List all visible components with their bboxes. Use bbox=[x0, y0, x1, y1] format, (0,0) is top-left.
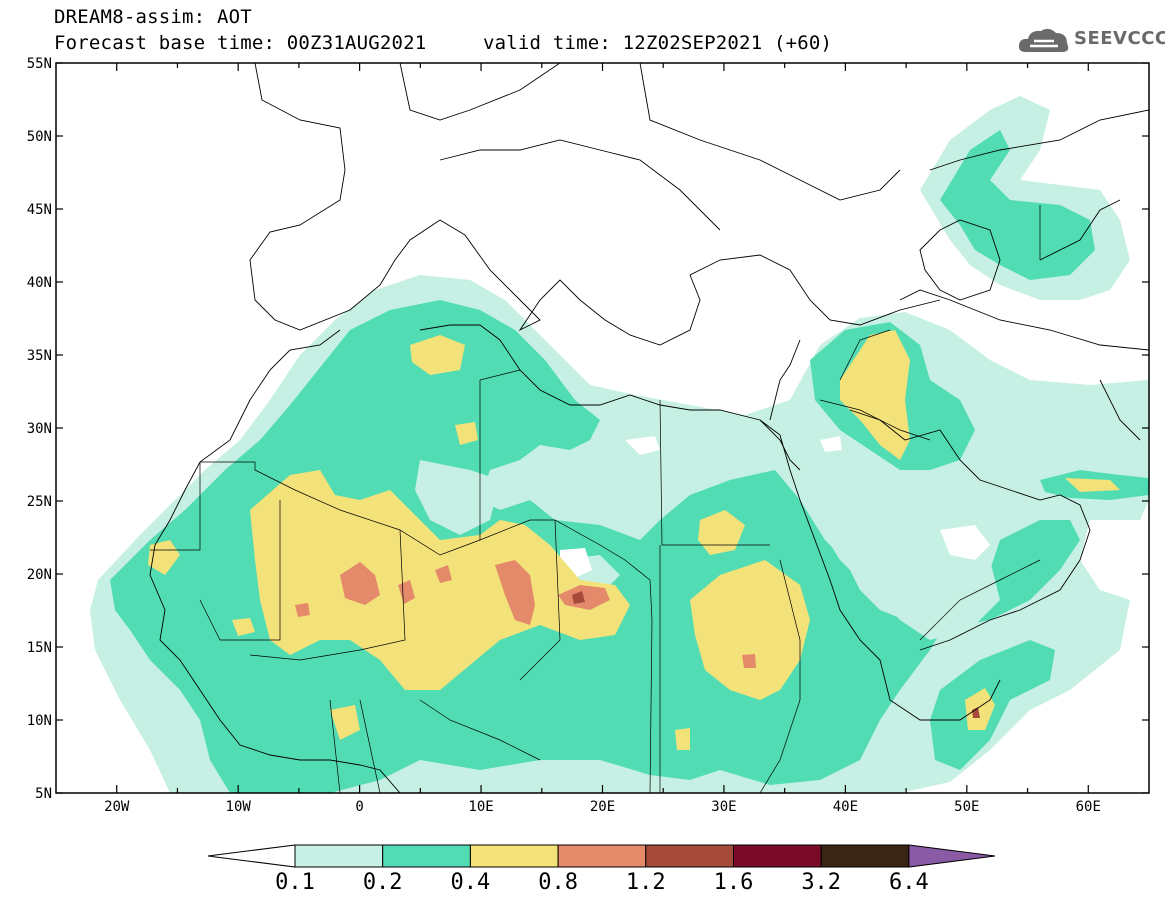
borders bbox=[150, 205, 1041, 793]
lat-label: 35N bbox=[27, 348, 52, 364]
colorbar bbox=[207, 844, 996, 868]
axis-ticks bbox=[56, 62, 1149, 794]
colorbar-level-label: 1.6 bbox=[713, 870, 754, 895]
colorbar-level-label: 0.4 bbox=[450, 870, 491, 895]
valid-time: valid time: 12Z02SEP2021 (+60) bbox=[483, 32, 833, 54]
colorbar-level-label: 0.1 bbox=[275, 870, 315, 895]
seevccc-logo: SEEVCCC bbox=[1016, 24, 1165, 58]
longitude-labels: 20W 10W 0 10E 20E 30E 40E 50E 60E bbox=[104, 799, 1101, 815]
logo-text: SEEVCCC bbox=[1074, 28, 1165, 49]
colorbar-swatch bbox=[820, 844, 910, 868]
lon-label: 40E bbox=[833, 799, 858, 815]
lat-label: 50N bbox=[27, 129, 52, 145]
lat-label: 15N bbox=[27, 640, 52, 656]
colorbar-level-label: 1.2 bbox=[625, 870, 666, 895]
lon-label: 60E bbox=[1076, 799, 1101, 815]
colorbar-swatch bbox=[294, 844, 384, 868]
lon-label: 20W bbox=[104, 799, 130, 815]
colorbar-swatch bbox=[382, 844, 471, 868]
lon-label: 10W bbox=[226, 799, 252, 815]
lat-label: 10N bbox=[27, 713, 52, 729]
forecast-base-time: Forecast base time: 00Z31AUG2021 bbox=[54, 32, 427, 54]
aot-field bbox=[56, 63, 1149, 793]
lat-label: 40N bbox=[27, 275, 52, 291]
colorbar-swatch bbox=[469, 844, 559, 868]
colorbar-swatch bbox=[733, 844, 822, 868]
lon-label: 50E bbox=[954, 799, 979, 815]
colorbar-swatch bbox=[645, 844, 734, 868]
colorbar-max-arrow bbox=[908, 844, 996, 868]
lon-label: 0 bbox=[355, 799, 363, 815]
coastlines bbox=[149, 63, 1149, 793]
lat-label: 5N bbox=[35, 786, 52, 802]
lat-label: 45N bbox=[27, 202, 52, 218]
lat-label: 20N bbox=[27, 567, 52, 583]
lon-label: 10E bbox=[468, 799, 493, 815]
colorbar-level-label: 6.4 bbox=[889, 870, 929, 895]
colorbar-level-label: 0.8 bbox=[538, 870, 578, 895]
colorbar-level-label: 0.2 bbox=[362, 870, 403, 895]
lat-label: 25N bbox=[27, 494, 52, 510]
colorbar-swatch bbox=[557, 844, 647, 868]
lon-label: 30E bbox=[711, 799, 736, 815]
lon-label: 20E bbox=[590, 799, 615, 815]
lat-label: 55N bbox=[27, 56, 52, 72]
lat-label: 30N bbox=[27, 421, 52, 437]
colorbar-level-label: 3.2 bbox=[801, 870, 842, 895]
latitude-labels: 55N 50N 45N 40N 35N 30N 25N 20N 15N 10N 5N bbox=[27, 56, 52, 802]
cloud-icon bbox=[1018, 28, 1069, 52]
colorbar-min-arrow bbox=[207, 844, 296, 868]
chart-title: DREAM8-assim: AOT bbox=[54, 6, 252, 28]
